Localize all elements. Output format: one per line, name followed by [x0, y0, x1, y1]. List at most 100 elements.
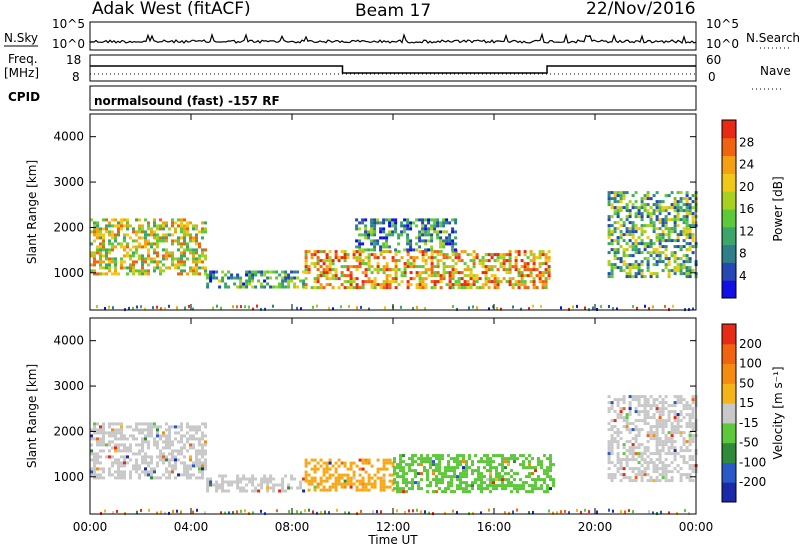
power-cell [144, 272, 147, 276]
power-cell [661, 236, 665, 240]
velocity-cell [501, 469, 504, 473]
velocity-cell [649, 407, 653, 411]
power-cell [111, 230, 114, 234]
power-cell [195, 251, 198, 255]
power-cell [658, 206, 662, 210]
velocity-cell [420, 487, 423, 491]
velocity-ground-cell [608, 508, 610, 512]
velocity-cell [607, 422, 611, 426]
velocity-cell [108, 473, 111, 477]
velocity-cell [637, 410, 641, 414]
velocity-cell [120, 449, 123, 453]
power-cell [114, 263, 117, 267]
power-colorbar-swatch [722, 137, 736, 157]
power-cell [105, 230, 108, 234]
power-cell [236, 276, 240, 280]
velocity-cell [129, 476, 132, 480]
velocity-cell [462, 466, 465, 470]
power-cell [670, 218, 674, 222]
power-cell [120, 221, 123, 225]
velocity-cell [99, 440, 102, 444]
velocity-cell [670, 437, 674, 441]
power-cell [658, 236, 662, 240]
power-cell [469, 268, 473, 272]
power-cell [120, 227, 123, 231]
velocity-cell [622, 401, 626, 405]
velocity-cell [180, 434, 183, 438]
power-cell [215, 270, 219, 274]
power-cell [652, 194, 656, 198]
power-cell [165, 221, 168, 225]
power-cell [266, 270, 270, 274]
power-cell [201, 260, 204, 264]
power-ground-cell [312, 305, 314, 309]
power-cell [634, 245, 638, 249]
velocity-cell [399, 454, 402, 458]
velocity-cell [549, 457, 552, 461]
velocity-cell [239, 480, 243, 484]
velocity-cell [607, 476, 611, 480]
velocity-cell [150, 455, 153, 459]
velocity-colorbar-swatch [722, 442, 736, 463]
power-cell [322, 259, 326, 263]
velocity-cell [471, 472, 474, 476]
freq-tick-top: 18 [66, 53, 81, 67]
power-cell [634, 263, 638, 267]
power-cell [544, 280, 548, 284]
power-cell [198, 272, 201, 276]
power-cell [619, 194, 623, 198]
velocity-cell [96, 428, 99, 432]
power-cell [230, 276, 234, 280]
power-cell [153, 233, 156, 237]
power-cell [673, 215, 677, 219]
power-cell [162, 239, 165, 243]
velocity-ground-cell [276, 509, 278, 513]
velocity-cell [141, 446, 144, 450]
velocity-cell [688, 416, 692, 420]
power-cell [658, 221, 662, 225]
power-cell [463, 286, 467, 290]
power-cell [406, 242, 410, 246]
velocity-cell [483, 481, 486, 485]
velocity-cell [688, 434, 692, 438]
velocity-cell [186, 470, 189, 474]
velocity-cell [150, 470, 153, 474]
velocity-cell [444, 475, 447, 479]
velocity-cell [640, 473, 644, 477]
power-cell [406, 218, 410, 222]
power-cell [517, 268, 521, 272]
velocity-cell [349, 476, 353, 480]
power-cell [679, 269, 683, 273]
velocity-cell [162, 455, 165, 459]
power-cell [266, 282, 270, 286]
power-cell [406, 250, 410, 254]
velocity-cell [643, 449, 647, 453]
power-cell [610, 233, 614, 237]
velocity-cell [108, 455, 111, 459]
power-cell [652, 242, 656, 246]
velocity-cell [655, 422, 659, 426]
velocity-cell [646, 401, 650, 405]
power-ground-cell [184, 306, 186, 310]
power-cell [451, 271, 455, 275]
power-cell [520, 274, 524, 278]
power-cell [165, 266, 168, 270]
power-cell [331, 274, 335, 278]
power-cell [613, 239, 617, 243]
freq-label: Freq. [8, 52, 38, 66]
velocity-cell [613, 398, 617, 402]
power-cell [212, 270, 216, 274]
power-cell [370, 280, 374, 284]
velocity-cell [364, 461, 368, 465]
power-cell [607, 197, 611, 201]
power-cell [427, 256, 431, 260]
velocity-cell [510, 484, 513, 488]
velocity-cell [111, 440, 114, 444]
velocity-cell [236, 477, 240, 481]
power-cell [355, 265, 359, 269]
power-cell [532, 253, 536, 257]
power-cell [436, 271, 440, 275]
velocity-cell [637, 395, 641, 399]
power-cell [448, 274, 452, 278]
velocity-cell [607, 452, 611, 456]
